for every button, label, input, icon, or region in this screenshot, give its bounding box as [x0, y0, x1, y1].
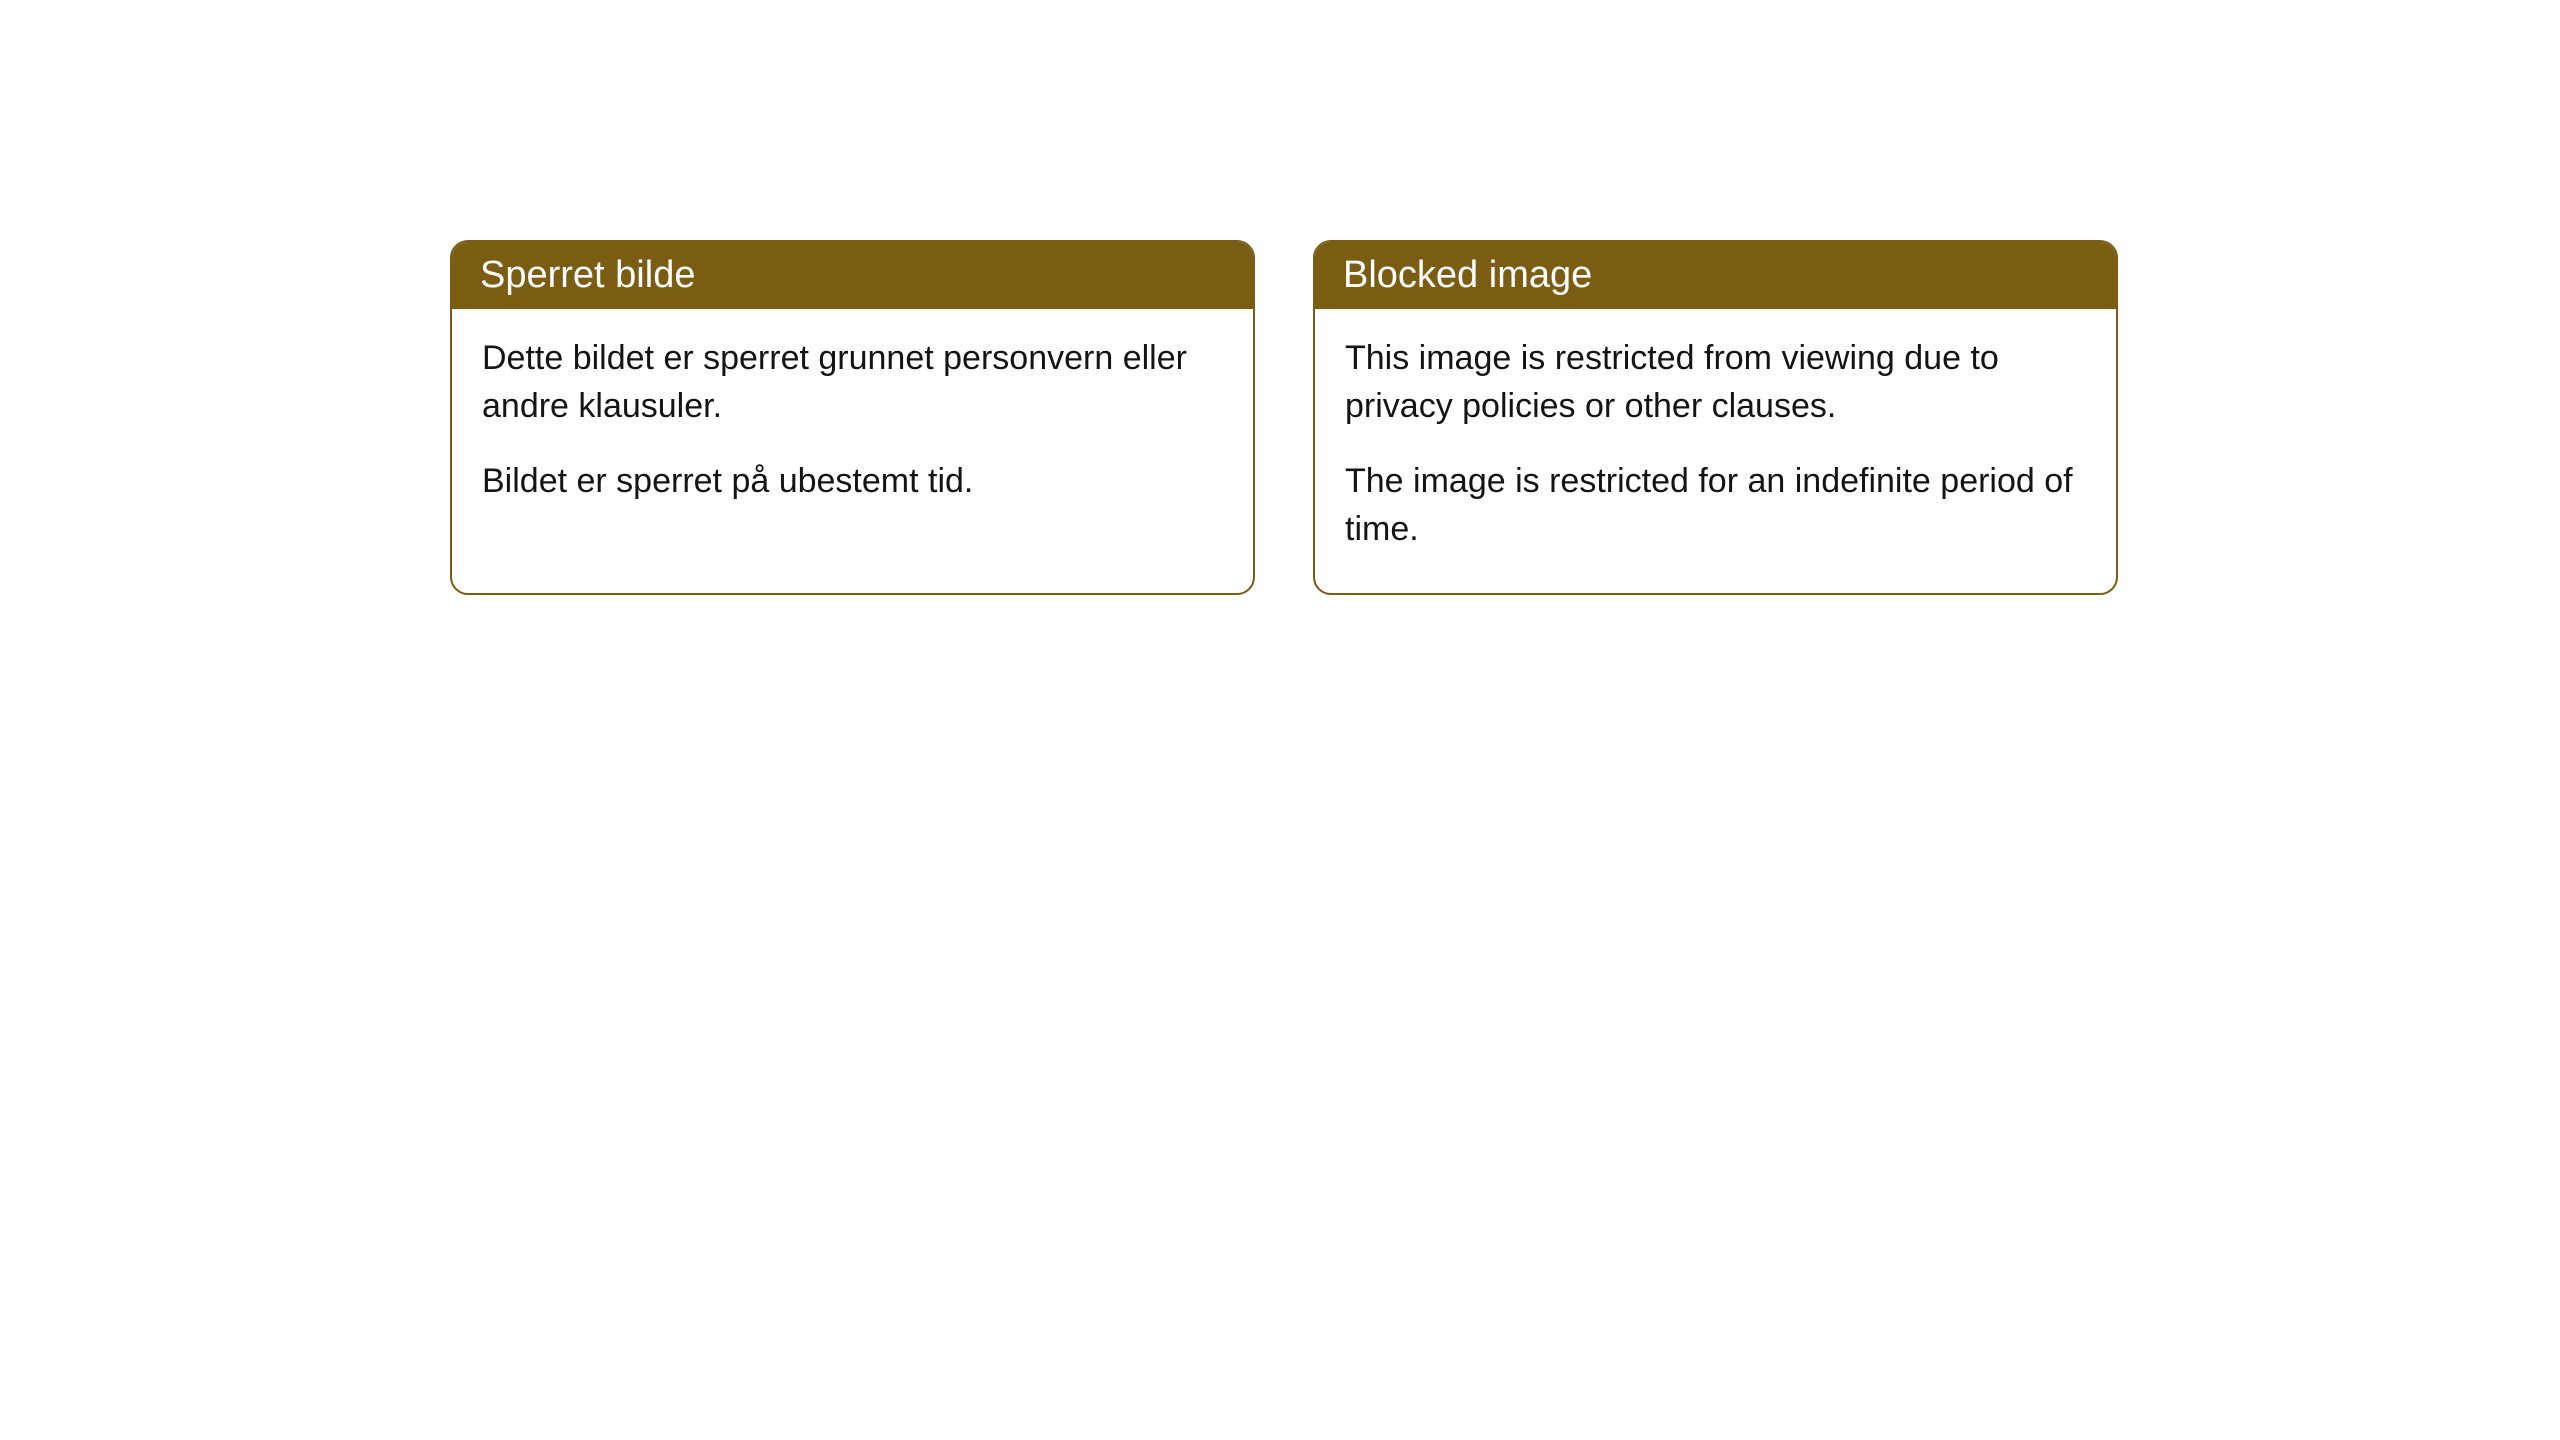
- card-body: This image is restricted from viewing du…: [1315, 309, 2116, 593]
- notice-container: Sperret bilde Dette bildet er sperret gr…: [450, 240, 2118, 595]
- notice-card-english: Blocked image This image is restricted f…: [1313, 240, 2118, 595]
- card-title: Sperret bilde: [480, 254, 695, 296]
- notice-card-norwegian: Sperret bilde Dette bildet er sperret gr…: [450, 240, 1255, 595]
- card-paragraph: The image is restricted for an indefinit…: [1345, 458, 2086, 553]
- card-header: Blocked image: [1315, 242, 2116, 309]
- card-paragraph: Dette bildet er sperret grunnet personve…: [482, 335, 1223, 430]
- card-body: Dette bildet er sperret grunnet personve…: [452, 309, 1253, 546]
- card-title: Blocked image: [1343, 254, 1592, 296]
- card-paragraph: This image is restricted from viewing du…: [1345, 335, 2086, 430]
- card-header: Sperret bilde: [452, 242, 1253, 309]
- card-paragraph: Bildet er sperret på ubestemt tid.: [482, 458, 1223, 506]
